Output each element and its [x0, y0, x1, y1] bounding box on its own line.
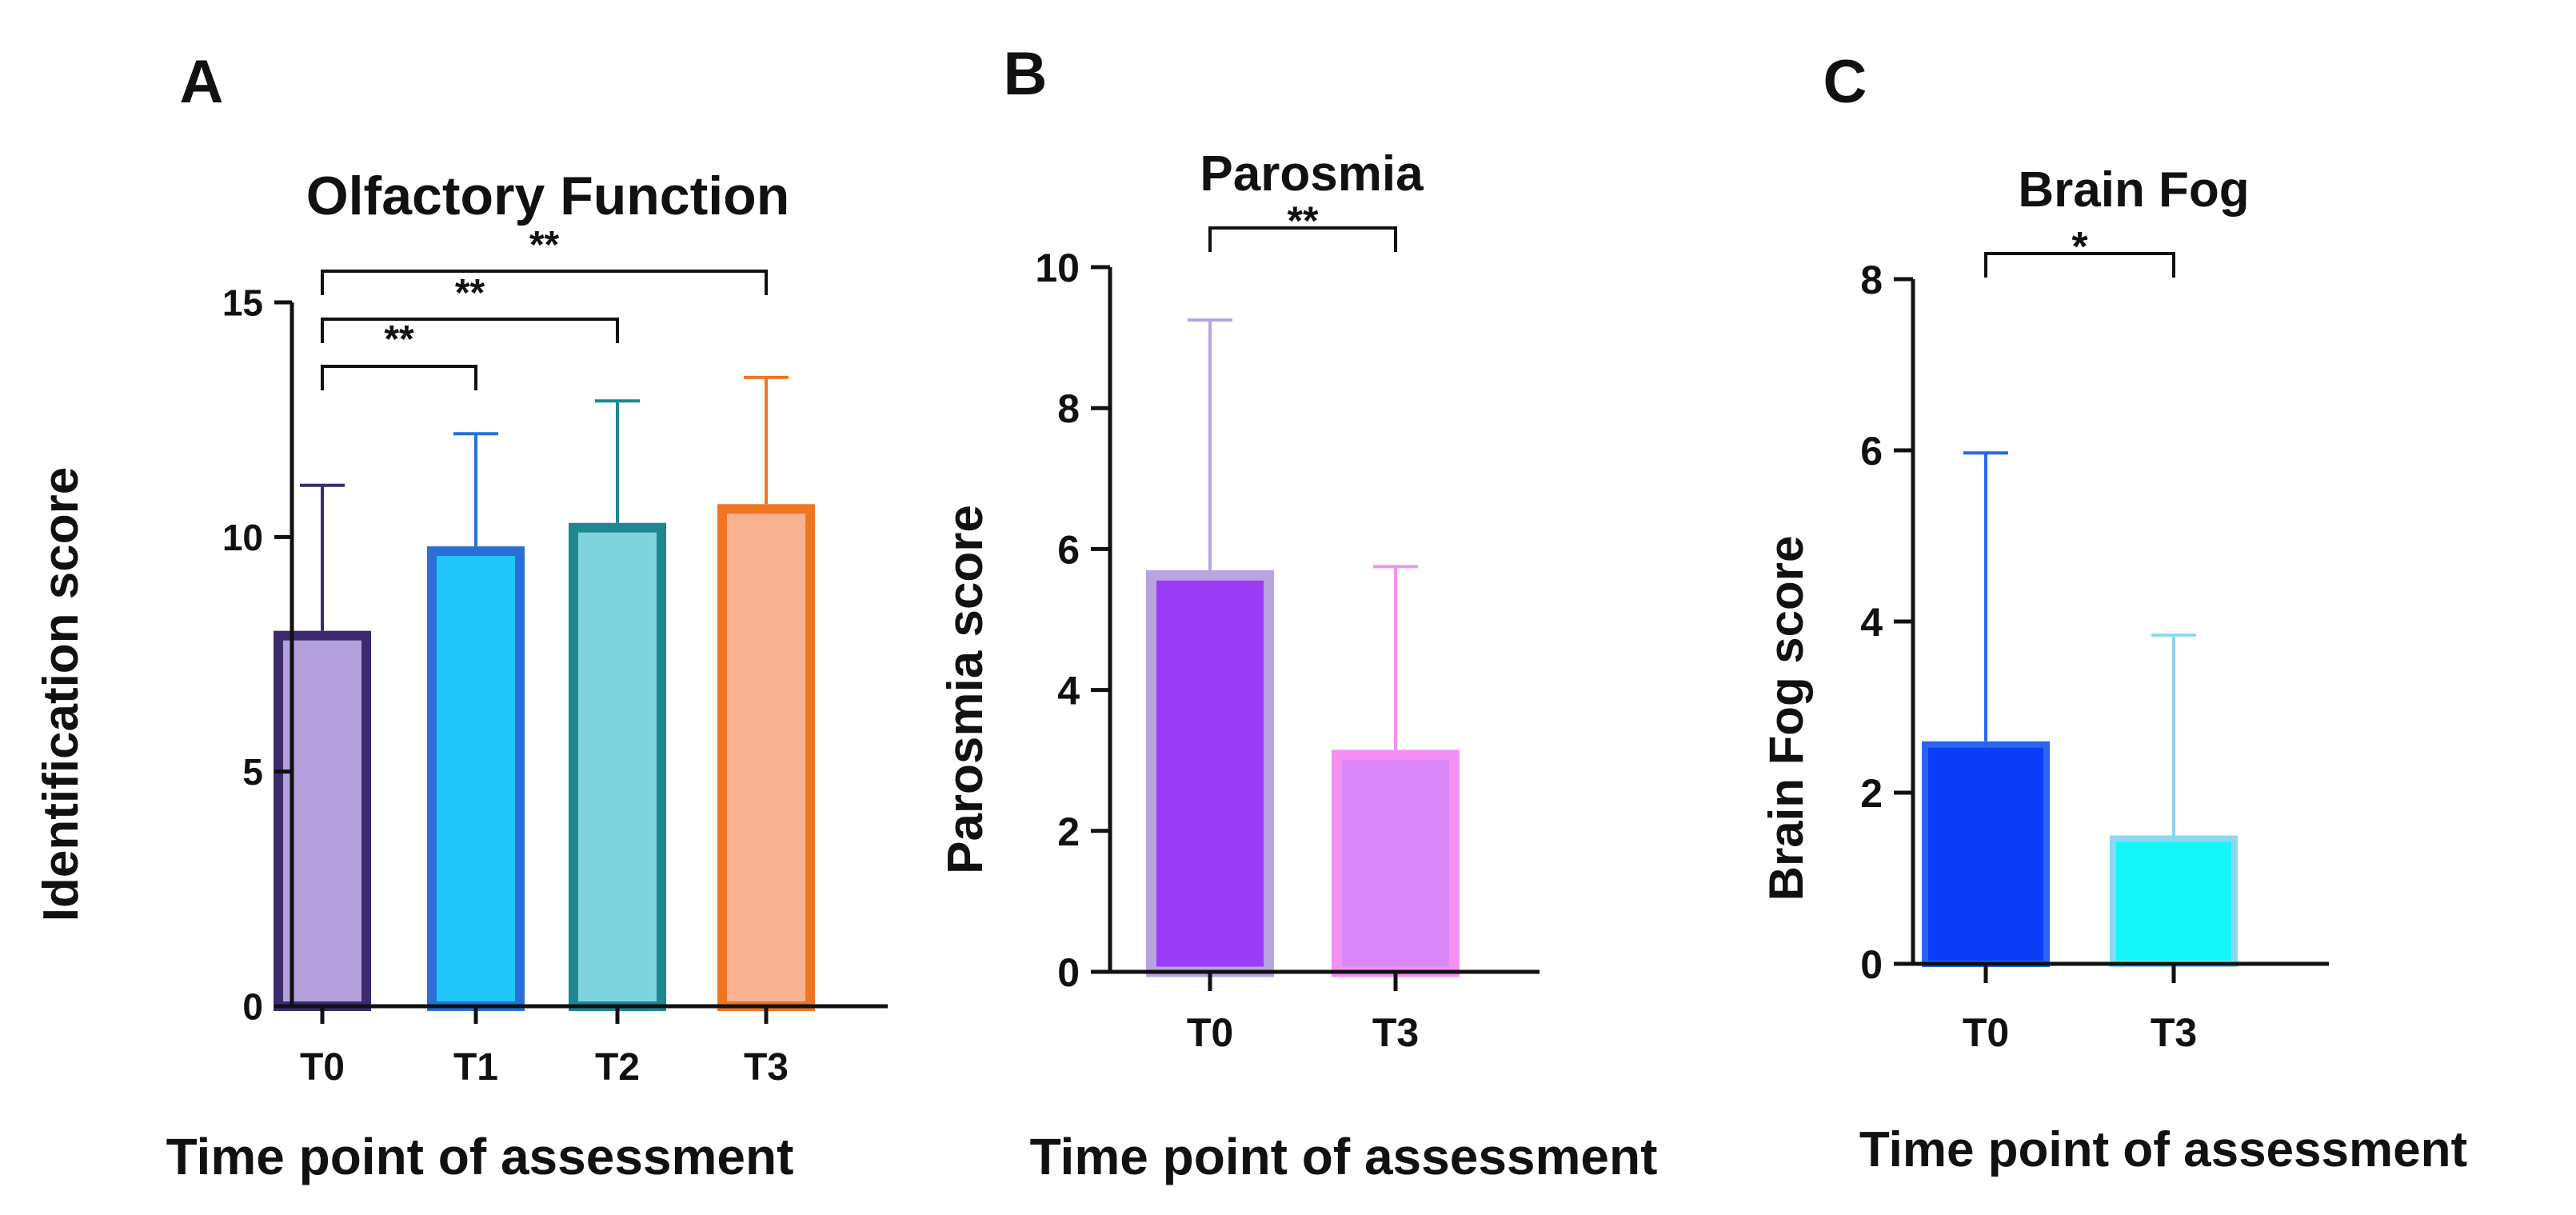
panel-a-plot: 0 5 10 15 T0 T1 T2 T3 ** ** ** — [222, 224, 888, 1089]
panel-b-title: Parosmia — [1200, 146, 1424, 202]
significance-label: ** — [384, 318, 414, 361]
y-tick-label: 2 — [1860, 771, 1883, 816]
panel-a-title: Olfactory Function — [306, 166, 789, 226]
y-tick-label: 15 — [222, 282, 263, 324]
panel-b-ylabel: Parosmia score — [938, 505, 993, 874]
panel-c-title: Brain Fog — [2018, 162, 2249, 218]
y-tick-label: 0 — [1860, 942, 1883, 987]
y-tick-label: 4 — [1057, 669, 1080, 713]
x-tick-label-t3: T3 — [1372, 1010, 1419, 1055]
panel-a-xlabel: Time point of assessment — [166, 1128, 794, 1185]
x-tick-label-t0: T0 — [1963, 1010, 2009, 1055]
panel-b: B Parosmia Parosmia score Time point of … — [938, 40, 1657, 1185]
bar-t3 — [717, 504, 815, 1011]
significance-bracket — [321, 318, 619, 343]
y-tick-label: 0 — [1057, 950, 1080, 995]
x-tick-label-t0: T0 — [300, 1046, 345, 1089]
y-tick-label: 8 — [1057, 386, 1080, 431]
y-tick-label: 10 — [1035, 246, 1080, 290]
panel-c: C Brain Fog Brain Fog score Time point o… — [1759, 48, 2467, 1177]
x-tick-label-t2: T2 — [595, 1046, 640, 1089]
x-tick-label-t3: T3 — [2151, 1010, 2197, 1055]
significance-label: ** — [455, 272, 485, 314]
y-tick-label: 6 — [1860, 429, 1883, 474]
y-tick-label: 0 — [242, 986, 263, 1028]
bar-t3 — [1332, 749, 1460, 977]
panel-b-label: B — [1004, 40, 1048, 108]
panel-b-xlabel: Time point of assessment — [1030, 1128, 1658, 1185]
y-tick-label: 6 — [1057, 527, 1080, 572]
x-tick-label-t3: T3 — [744, 1046, 789, 1089]
significance-bracket — [321, 365, 477, 390]
significance-label: * — [2071, 224, 2088, 270]
y-tick-label: 10 — [222, 517, 263, 558]
significance-label: ** — [529, 224, 560, 266]
x-tick-label-t1: T1 — [453, 1046, 498, 1089]
significance-bracket — [1208, 226, 1397, 252]
bar-t1 — [427, 546, 525, 1011]
panel-c-xlabel: Time point of assessment — [1859, 1122, 2467, 1177]
panel-c-label: C — [1823, 48, 1867, 116]
panel-c-ylabel: Brain Fog score — [1759, 536, 1813, 901]
bar-t3 — [2110, 835, 2238, 967]
significance-bracket — [1984, 252, 2175, 278]
bar-t2 — [569, 522, 666, 1011]
bar-t0 — [1922, 741, 2050, 967]
significance-bracket — [321, 270, 768, 295]
panel-c-plot: 0 2 4 6 8 T0 T3 * — [1860, 224, 2329, 1055]
significance-label: ** — [1288, 198, 1319, 243]
panel-a-ylabel: Identification score — [34, 467, 89, 921]
panel-a: A Olfactory Function Identification scor… — [34, 48, 888, 1185]
panel-a-label: A — [180, 48, 224, 116]
bar-t0 — [1146, 570, 1274, 977]
y-tick-label: 5 — [242, 751, 263, 793]
y-tick-label: 4 — [1860, 600, 1883, 645]
y-tick-label: 2 — [1057, 809, 1080, 854]
x-tick-label-t0: T0 — [1187, 1010, 1233, 1055]
panel-b-plot: 0 2 4 6 8 10 T0 T3 ** — [1035, 198, 1540, 1055]
y-tick-label: 8 — [1860, 258, 1883, 302]
